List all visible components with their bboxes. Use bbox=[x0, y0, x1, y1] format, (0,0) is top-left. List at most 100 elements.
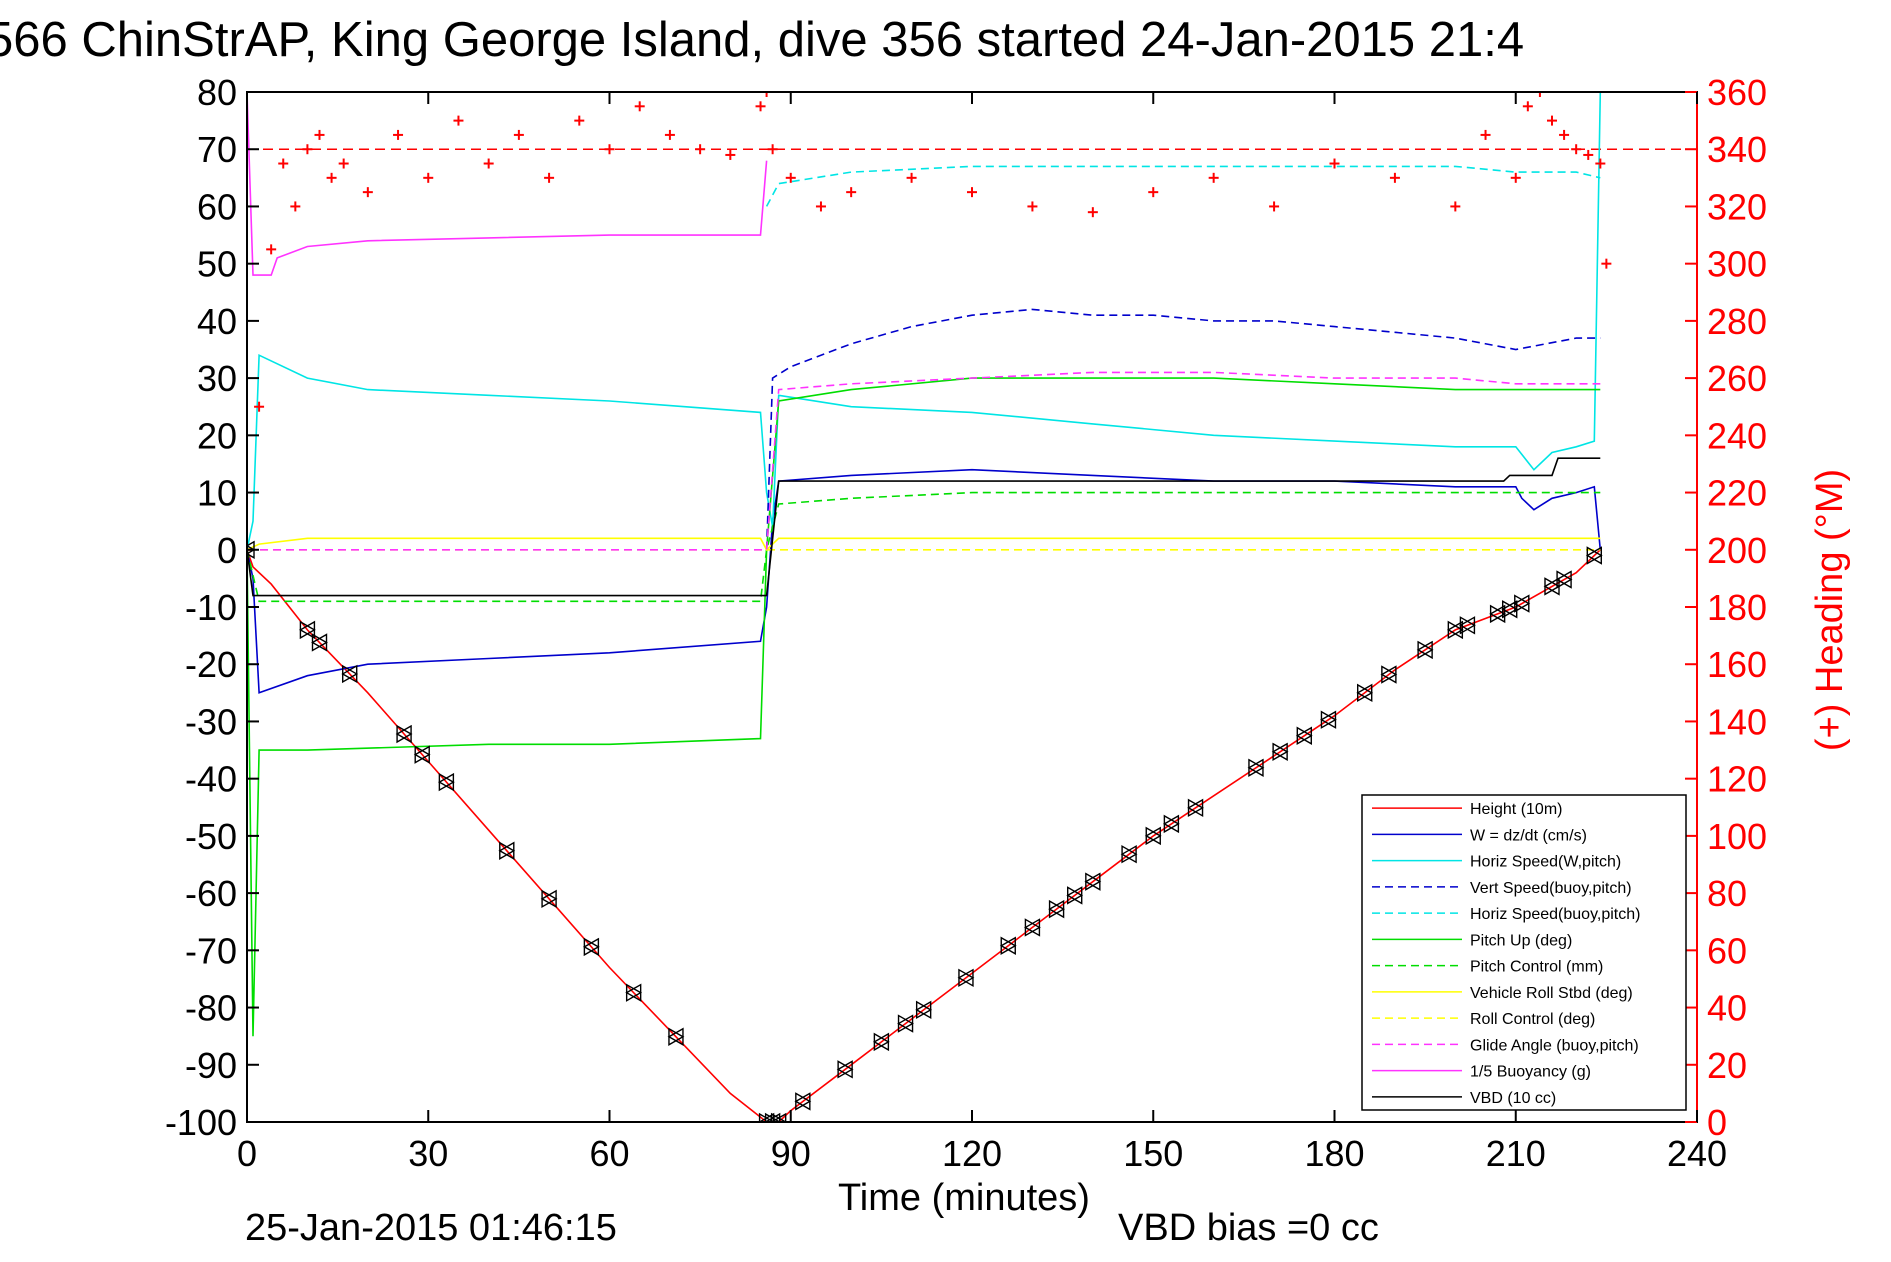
right-tick-label: 160 bbox=[1707, 644, 1767, 685]
depth-marker-left bbox=[872, 1032, 890, 1052]
depth-marker bbox=[1162, 814, 1180, 834]
depth-marker bbox=[1380, 665, 1398, 684]
legend-entry: VBD (10 cc) bbox=[1372, 1090, 1556, 1107]
depth-marker-left bbox=[1501, 600, 1518, 619]
left-tick-label: -80 bbox=[185, 988, 237, 1029]
legend-label: Pitch Up (deg) bbox=[1470, 932, 1572, 949]
depth-marker bbox=[1555, 570, 1573, 589]
depth-marker-left bbox=[764, 1112, 781, 1122]
depth-marker bbox=[1501, 600, 1519, 619]
depth-marker-left bbox=[437, 772, 455, 792]
depth-marker bbox=[1585, 546, 1603, 565]
series-horiz-speed-w-pitch bbox=[247, 92, 1602, 550]
depth-marker-left bbox=[1066, 886, 1083, 905]
series-1-5-buoyancy-g bbox=[247, 92, 768, 276]
depth-marker bbox=[341, 664, 359, 684]
x-tick-label: 90 bbox=[771, 1133, 811, 1174]
left-tick-label: -90 bbox=[185, 1045, 237, 1086]
depth-marker bbox=[1459, 616, 1476, 635]
legend-label: Height (10m) bbox=[1470, 801, 1562, 818]
depth-marker-left bbox=[957, 968, 974, 988]
legend-entry: Glide Angle (buoy,pitch) bbox=[1372, 1037, 1639, 1054]
depth-marker bbox=[758, 1112, 775, 1122]
legend-box bbox=[1361, 794, 1687, 1111]
chart-title: 566 ChinStrAP, King George Island, dive … bbox=[0, 13, 1524, 67]
footer-timestamp: 25-Jan-2015 01:46:15 bbox=[245, 1207, 617, 1249]
left-tick-label: -60 bbox=[185, 873, 237, 914]
heading-point bbox=[725, 149, 736, 160]
depth-marker-left bbox=[413, 745, 430, 764]
depth-marker-left bbox=[1187, 798, 1204, 818]
depth-marker-left bbox=[897, 1014, 914, 1033]
depth-marker bbox=[625, 983, 643, 1002]
right-tick-label: 240 bbox=[1707, 415, 1767, 456]
right-tick-label: 340 bbox=[1707, 129, 1767, 170]
vbd-bias-label: VBD bias =0 cc bbox=[1118, 1207, 1379, 1249]
depth-marker-left bbox=[1247, 758, 1264, 778]
depth-marker-left bbox=[498, 841, 515, 860]
depth-marker-left bbox=[999, 936, 1016, 955]
right-tick-label: 60 bbox=[1707, 930, 1747, 971]
legend-label: Vert Speed(buoy,pitch) bbox=[1470, 880, 1632, 897]
depth-marker-left bbox=[1295, 726, 1312, 745]
depth-marker bbox=[794, 1092, 812, 1111]
depth-marker-left bbox=[758, 1112, 775, 1122]
heading-point bbox=[1480, 129, 1491, 140]
depth-marker bbox=[764, 1112, 782, 1122]
depth-marker bbox=[582, 937, 600, 957]
depth-marker-left bbox=[1489, 604, 1506, 624]
depth-marker-left bbox=[915, 1000, 932, 1020]
left-tick-label: -10 bbox=[185, 587, 237, 628]
heading-point bbox=[785, 172, 796, 183]
depth-marker bbox=[1513, 594, 1531, 613]
series-vbd-10-cc bbox=[247, 457, 1601, 597]
heading-point bbox=[755, 101, 766, 112]
heading-point bbox=[338, 158, 349, 169]
depth-marker bbox=[1295, 726, 1313, 745]
series-vert-speed-buoy-pitch bbox=[765, 308, 1601, 550]
heading-point bbox=[302, 144, 313, 155]
depth-marker-left bbox=[1585, 546, 1602, 565]
heading-point bbox=[314, 129, 325, 140]
depth-marker-left bbox=[1120, 844, 1137, 864]
heading-point bbox=[423, 172, 434, 183]
legend-label: W = dz/dt (cm/s) bbox=[1470, 827, 1587, 844]
series-pitch-control-mm bbox=[247, 491, 1601, 603]
left-tick-label: 20 bbox=[197, 415, 237, 456]
depth-marker bbox=[395, 724, 413, 744]
legend-label: VBD (10 cc) bbox=[1470, 1090, 1556, 1107]
heading-point bbox=[1534, 92, 1545, 97]
depth-marker-left bbox=[1024, 918, 1041, 937]
right-tick-label: 0 bbox=[1707, 1102, 1727, 1143]
depth-marker bbox=[667, 1027, 685, 1046]
series-horiz-speed-buoy-pitch bbox=[765, 165, 1601, 207]
left-tick-label: 40 bbox=[197, 301, 237, 342]
heading-point bbox=[254, 401, 265, 412]
right-tick-label: 20 bbox=[1707, 1045, 1747, 1086]
depth-marker-left bbox=[1048, 899, 1065, 919]
legend: Height (10m) W = dz/dt (cm/s) Horiz Speed(… bbox=[1361, 794, 1687, 1111]
depth-marker bbox=[437, 772, 455, 792]
right-tick-label: 320 bbox=[1707, 186, 1767, 227]
depth-marker-left bbox=[1162, 814, 1180, 834]
heading-point bbox=[695, 144, 706, 155]
depth-marker bbox=[1048, 899, 1065, 919]
heading-point bbox=[1571, 144, 1582, 155]
heading-point bbox=[1208, 172, 1219, 183]
heading-point bbox=[1601, 258, 1612, 269]
legend-label: Glide Angle (buoy,pitch) bbox=[1470, 1037, 1639, 1054]
series-w-dz-dt-cm-s bbox=[247, 468, 1602, 694]
legend-entry: Vert Speed(buoy,pitch) bbox=[1372, 880, 1632, 897]
left-tick-label: -40 bbox=[185, 759, 237, 800]
right-tick-label: 300 bbox=[1707, 244, 1767, 285]
heading-point bbox=[634, 101, 645, 112]
depth-marker-left bbox=[794, 1092, 811, 1111]
depth-marker bbox=[957, 968, 975, 988]
legend-entry: Roll Control (deg) bbox=[1372, 1011, 1595, 1028]
x-tick-label: 120 bbox=[942, 1133, 1002, 1174]
heading-point bbox=[513, 129, 524, 140]
x-tick-label: 0 bbox=[237, 1133, 257, 1174]
depth-marker-left bbox=[1356, 683, 1373, 703]
depth-marker bbox=[1356, 683, 1374, 703]
